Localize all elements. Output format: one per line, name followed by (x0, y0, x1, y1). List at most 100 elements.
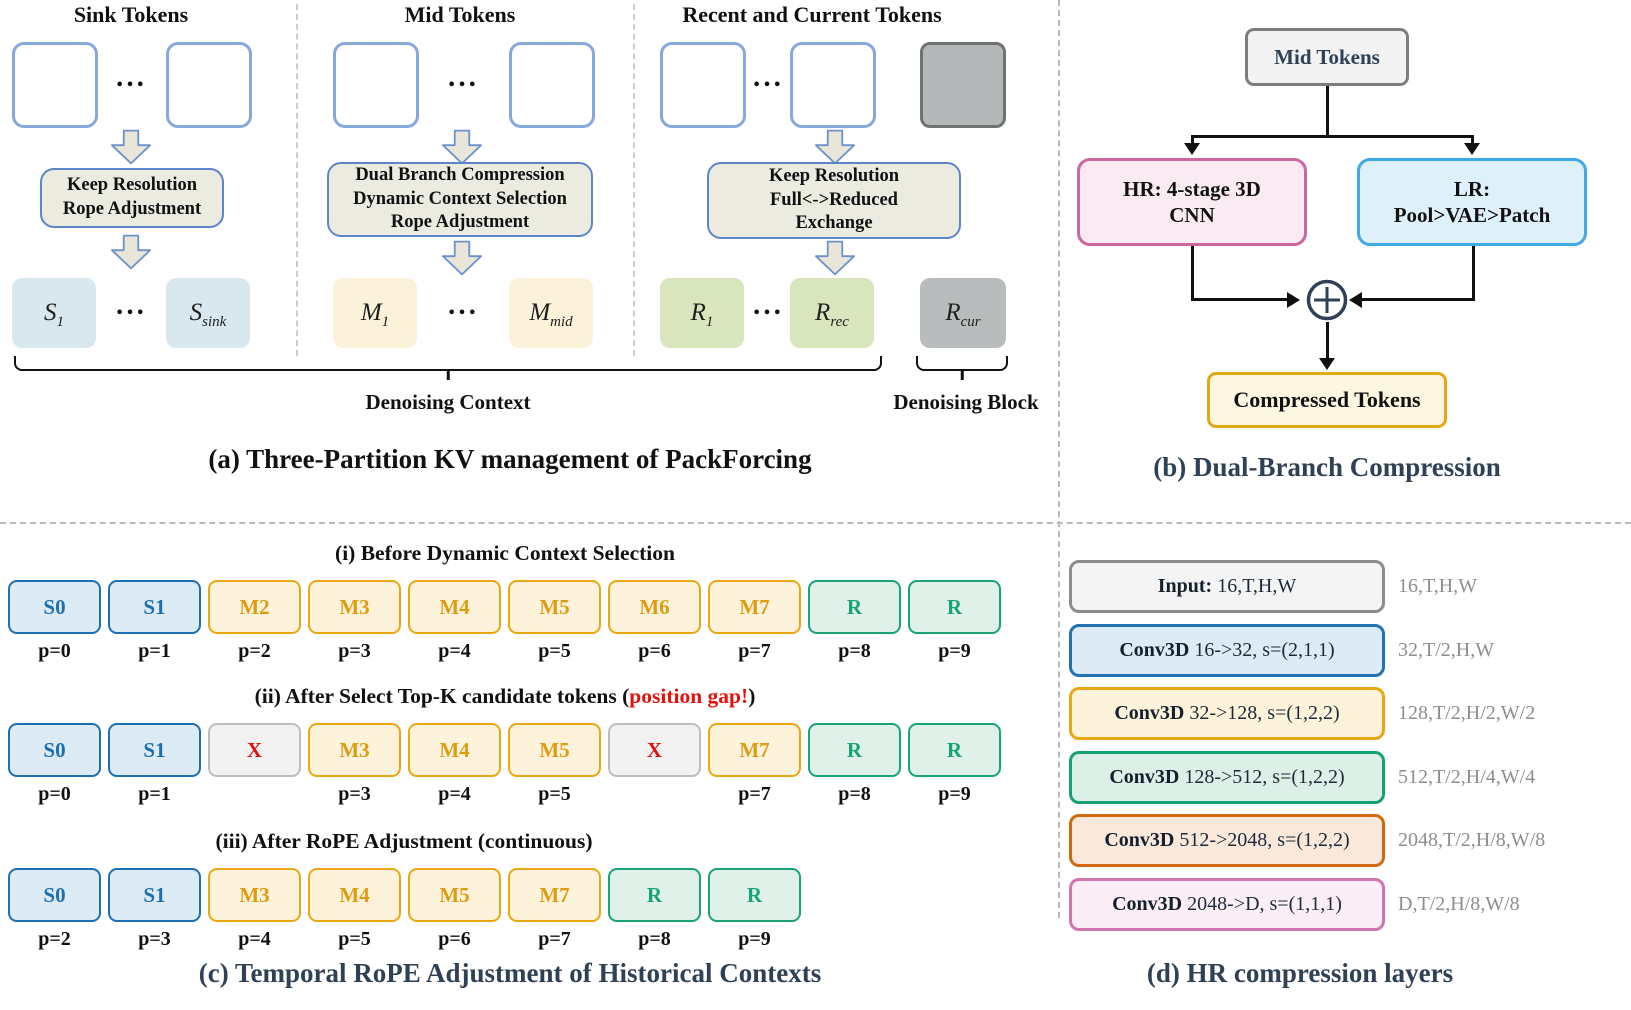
process-line: Keep Resolution (768, 165, 899, 186)
compressed-tokens-box: Compressed Tokens (1207, 372, 1447, 428)
mid-frame-1 (333, 42, 419, 128)
token-sub: cur (960, 314, 981, 330)
token-cell: R (908, 723, 1001, 777)
down-arrow-icon (111, 129, 151, 165)
position-label: p=2 (38, 928, 71, 950)
conv3d-layer-box: Conv3D 16->32, s=(2,1,1) (1069, 624, 1385, 677)
panel-a-caption: (a) Three-Partition KV management of Pac… (208, 444, 812, 474)
cell-label: R (946, 594, 963, 619)
arrowhead-right-icon (1287, 291, 1300, 308)
process-line: Rope Adjustment (62, 199, 202, 219)
position-label: p=5 (538, 640, 571, 662)
cell-label: R (746, 882, 763, 907)
token-sub: 1 (705, 314, 714, 330)
position-label: p=6 (638, 640, 671, 662)
panel-b-caption: (b) Dual-Branch Compression (1153, 452, 1501, 482)
mid-process-box: Dual Branch Compression Dynamic Context … (327, 162, 593, 237)
recent-frame-1 (660, 42, 746, 128)
layer-name: Conv3D (1112, 893, 1183, 915)
ellipsis: ••• (115, 78, 147, 93)
removed-token-cell: X (208, 723, 301, 777)
token-cell: M6 (608, 580, 701, 634)
token-cell: M4 (308, 868, 401, 922)
layer-output-shape: D,T/2,H/8,W/8 (1398, 893, 1520, 915)
row2-title-suffix: ) (748, 684, 756, 708)
hr-branch-line: HR: 4-stage 3D (1123, 176, 1261, 201)
connector-line (1362, 298, 1474, 301)
token-sub: 1 (381, 314, 390, 330)
connector-line (1471, 246, 1475, 301)
token-base: S (44, 299, 57, 326)
cell-label: M7 (739, 594, 770, 619)
position-label: p=2 (238, 640, 271, 662)
position-label (208, 783, 301, 806)
sink-tokens-title: Sink Tokens (73, 2, 189, 27)
lr-branch-box: LR: Pool>VAE>Patch (1357, 158, 1587, 246)
token-cell: R (708, 868, 801, 922)
arrowhead-down-icon (1184, 143, 1200, 155)
position-label: p=9 (938, 640, 971, 662)
token-base: M (529, 299, 551, 326)
cell-label: M3 (339, 737, 370, 762)
position-label: p=3 (338, 640, 371, 662)
token-cell: R (808, 723, 901, 777)
position-label: p=8 (638, 928, 671, 950)
layer-spec: 512->2048, s=(1,2,2) (1174, 829, 1350, 851)
position-label: p=1 (138, 640, 171, 662)
layer-row: Conv3D 2048->D, s=(1,1,1) D,T/2,H/8,W/8 (1069, 878, 1520, 931)
token-mmid: Mmid (509, 278, 593, 348)
position-label: p=8 (838, 640, 871, 662)
panel-divider-horizontal (0, 522, 1631, 524)
connector-line (1325, 86, 1329, 138)
layer-name: Conv3D (1114, 702, 1185, 724)
token-base: R (690, 299, 706, 326)
row2-cells: S0 S1 X M3 M4 M5 X M7 R R (8, 723, 1001, 777)
layer-output-shape: 128,T/2,H/2,W/2 (1398, 702, 1536, 724)
mid-tokens-box-label: Mid Tokens (1274, 44, 1380, 69)
denoising-block-label: Denoising Block (893, 390, 1039, 414)
denoising-context-brace (14, 356, 882, 380)
position-label: p=4 (438, 783, 471, 805)
denoising-context-label: Denoising Context (365, 390, 531, 414)
process-line: Exchange (795, 213, 873, 234)
panel-c-caption: (c) Temporal RoPE Adjustment of Historic… (198, 958, 822, 988)
token-base: S (189, 299, 203, 326)
connector-line (1190, 135, 1194, 144)
row3-positions: p=2 p=3 p=4 p=5 p=6 p=7 p=8 p=9 (8, 928, 801, 951)
lr-branch-line: LR: (1453, 176, 1491, 201)
mid-tokens-title: Mid Tokens (404, 2, 516, 27)
token-cell: M5 (508, 580, 601, 634)
token-sub: mid (550, 314, 573, 330)
cell-label: R (946, 737, 963, 762)
position-label (608, 783, 701, 806)
process-line: Dynamic Context Selection (353, 188, 567, 209)
cell-label: M5 (539, 737, 570, 762)
connector-line (1325, 322, 1329, 360)
conv3d-layer-box: Conv3D 32->128, s=(1,2,2) (1069, 687, 1385, 740)
position-label: p=9 (738, 928, 771, 950)
sink-process-box: Keep Resolution Rope Adjustment (40, 168, 224, 228)
ellipsis: ••• (447, 306, 479, 321)
input-layer-box: Input: 16,T,H,W (1069, 560, 1385, 613)
token-cell: S0 (8, 723, 101, 777)
position-label: p=5 (538, 783, 571, 805)
lr-branch-line: Pool>VAE>Patch (1393, 203, 1551, 227)
cell-label: M6 (639, 594, 670, 619)
connector-line (1191, 135, 1473, 138)
layer-output-shape: 2048,T/2,H/8,W/8 (1398, 829, 1546, 851)
token-cell: M3 (308, 723, 401, 777)
cell-label: M5 (439, 882, 470, 907)
row1-cells: S0 S1 M2 M3 M4 M5 M6 M7 R R (8, 580, 1001, 634)
position-label: p=7 (738, 640, 771, 662)
connector-line (1190, 246, 1194, 301)
token-sub: rec (830, 314, 849, 330)
cell-label: X (646, 737, 663, 762)
position-label: p=7 (538, 928, 571, 950)
position-label: p=0 (38, 640, 71, 662)
sink-frame-2 (166, 42, 252, 128)
mid-tokens-box: Mid Tokens (1245, 28, 1409, 86)
cell-label: M7 (739, 737, 770, 762)
row3-title: (iii) After RoPE Adjustment (continuous) (215, 829, 593, 853)
token-cell: S1 (108, 580, 201, 634)
